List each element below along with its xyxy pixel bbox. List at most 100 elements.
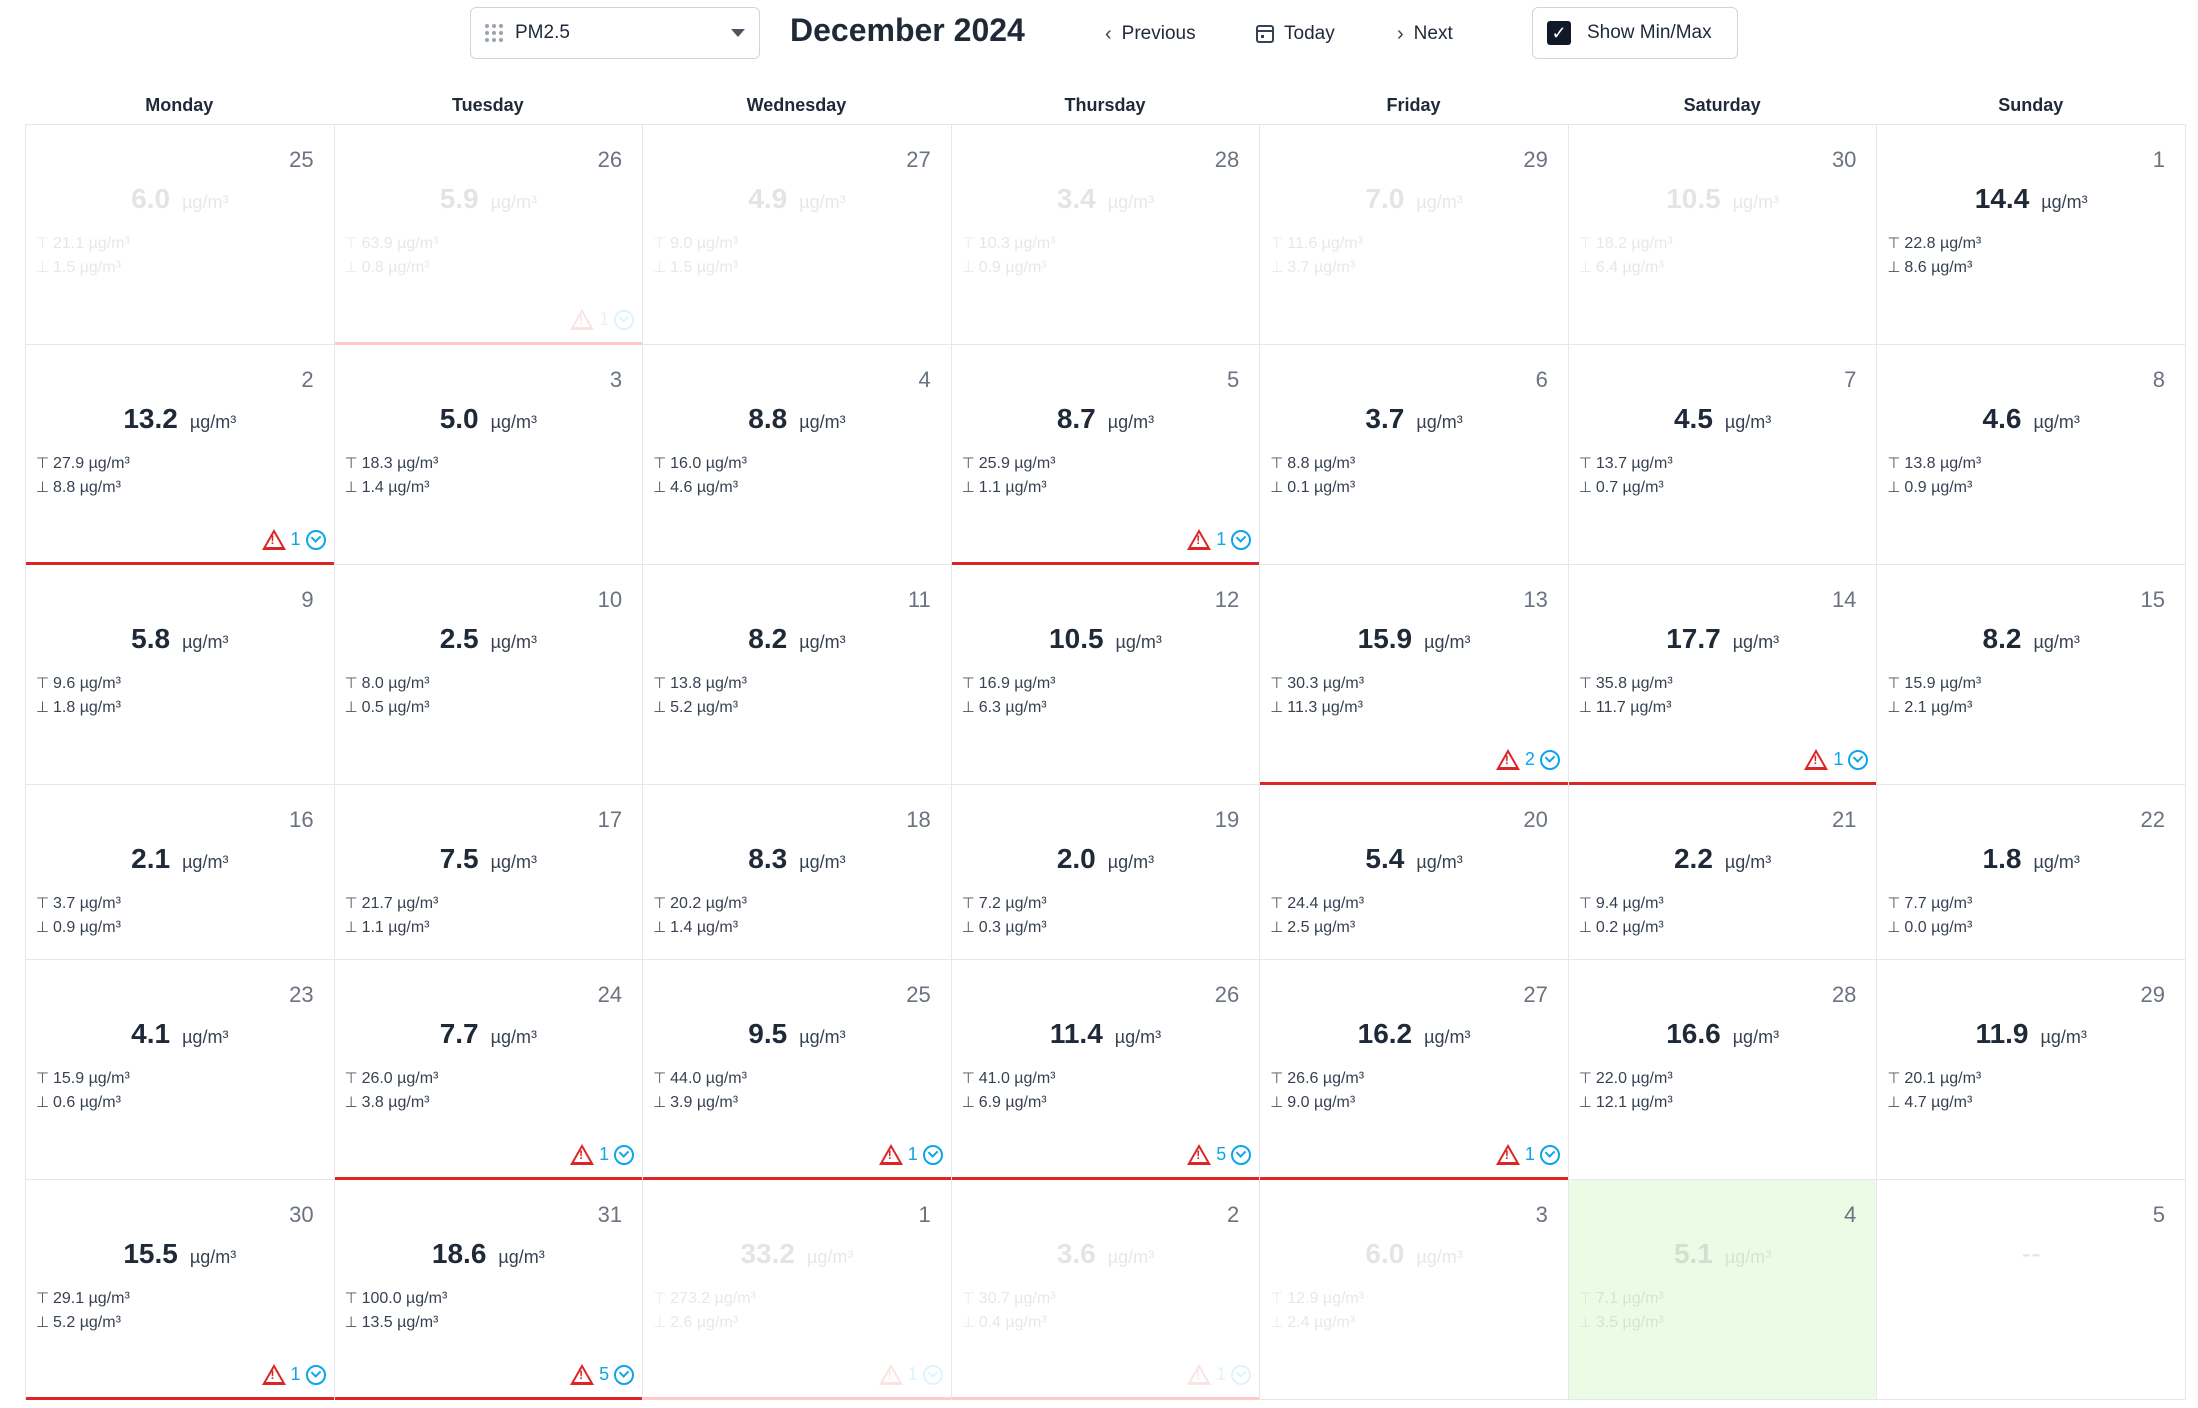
arrow-down-to-line-icon: ⊥ (36, 1314, 50, 1331)
alert-indicator[interactable]: 2 (1495, 749, 1560, 770)
day-cell[interactable]: 17.7µg/m³⊤35.8 µg/m³⊥11.7 µg/m³114 (1568, 565, 1878, 785)
arrow-down-to-line-icon: ⊥ (1578, 919, 1592, 936)
daily-average: 2.0 µg/m³ (952, 843, 1260, 875)
day-cell[interactable]: -- 5 (1877, 1180, 2186, 1400)
average-unit: µg/m³ (799, 1027, 846, 1047)
min-value: 3.8 µg/m³ (361, 1094, 430, 1111)
alert-indicator[interactable]: 5 (570, 1364, 635, 1385)
min-reading: ⊥ 6.3 µg/m³ (962, 698, 1047, 717)
day-cell[interactable]: 4.1 µg/m³ ⊤ 15.9 µg/m³ ⊥ 0.6 µg/m³ 23 (26, 960, 335, 1180)
day-cell[interactable]: 18.6µg/m³⊤100.0 µg/m³⊥13.5 µg/m³531 (334, 1180, 644, 1400)
alert-indicator[interactable]: 1 (261, 529, 326, 550)
max-value: 16.0 µg/m³ (670, 455, 747, 472)
day-number: 3 (1535, 1202, 1548, 1227)
day-cell[interactable]: 2.5 µg/m³ ⊤ 8.0 µg/m³ ⊥ 0.5 µg/m³ 10 (334, 565, 644, 785)
day-cell[interactable]: 5.0 µg/m³ ⊤ 18.3 µg/m³ ⊥ 1.4 µg/m³ 3 (334, 345, 644, 565)
day-number: 16 (289, 807, 314, 832)
today-button[interactable]: Today (1256, 14, 1335, 54)
day-cell[interactable]: 2.1 µg/m³ ⊤ 3.7 µg/m³ ⊥ 0.9 µg/m³ 16 (26, 785, 335, 960)
alert-indicator[interactable]: 1 (570, 1144, 635, 1165)
day-cell[interactable]: 14.4 µg/m³ ⊤ 22.8 µg/m³ ⊥ 8.6 µg/m³ 1 (1877, 125, 2186, 345)
next-button[interactable]: › Next (1397, 14, 1453, 54)
day-cell[interactable]: 4.5 µg/m³ ⊤ 13.7 µg/m³ ⊥ 0.7 µg/m³ 7 (1568, 345, 1878, 565)
next-label: Next (1413, 23, 1453, 44)
day-cell[interactable]: 8.2 µg/m³ ⊤ 15.9 µg/m³ ⊥ 2.1 µg/m³ 15 (1877, 565, 2186, 785)
daily-average: 8.2 µg/m³ (1877, 623, 2185, 655)
min-reading: ⊥ 1.4 µg/m³ (653, 918, 738, 937)
arrow-down-to-line-icon: ⊥ (653, 699, 667, 716)
day-cell[interactable]: 9.5µg/m³⊤44.0 µg/m³⊥3.9 µg/m³125 (643, 960, 952, 1180)
day-cell[interactable]: 2.0 µg/m³ ⊤ 7.2 µg/m³ ⊥ 0.3 µg/m³ 19 (951, 785, 1261, 960)
max-reading: ⊤ 22.0 µg/m³ (1579, 1069, 1673, 1088)
max-reading: ⊤ 13.8 µg/m³ (653, 674, 747, 693)
daily-average: 10.5 µg/m³ (1569, 183, 1877, 215)
day-cell[interactable]: 8.3 µg/m³ ⊤ 20.2 µg/m³ ⊥ 1.4 µg/m³ 18 (643, 785, 952, 960)
day-cell[interactable]: 10.5 µg/m³ ⊤ 18.2 µg/m³ ⊥ 6.4 µg/m³ 30 (1568, 125, 1878, 345)
day-cell[interactable]: 8.8 µg/m³ ⊤ 16.0 µg/m³ ⊥ 4.6 µg/m³ 4 (643, 345, 952, 565)
alert-indicator[interactable]: 1 (1187, 1364, 1252, 1385)
show-minmax-toggle[interactable]: ✓ Show Min/Max (1532, 7, 1738, 59)
checkbox-checked-icon[interactable]: ✓ (1547, 21, 1571, 45)
max-reading: ⊤ 8.0 µg/m³ (345, 674, 430, 693)
max-value: 9.4 µg/m³ (1595, 895, 1664, 912)
alert-indicator[interactable]: 1 (878, 1144, 943, 1165)
day-cell[interactable]: 5.1 µg/m³ ⊤ 7.1 µg/m³ ⊥ 3.5 µg/m³ 4 (1568, 1180, 1878, 1400)
day-cell[interactable]: 4.6 µg/m³ ⊤ 13.8 µg/m³ ⊥ 0.9 µg/m³ 8 (1877, 345, 2186, 565)
day-cell[interactable]: 6.0 µg/m³ ⊤ 12.9 µg/m³ ⊥ 2.4 µg/m³ 3 (1260, 1180, 1569, 1400)
alert-indicator[interactable]: 1 (1187, 529, 1252, 550)
day-cell[interactable]: 3.7 µg/m³ ⊤ 8.8 µg/m³ ⊥ 0.1 µg/m³ 6 (1260, 345, 1569, 565)
arrow-up-to-line-icon: ⊤ (1270, 1070, 1284, 1087)
daily-average: 8.2 µg/m³ (643, 623, 951, 655)
alarm-clock-icon (614, 1144, 635, 1165)
min-reading: ⊥ 8.6 µg/m³ (1887, 258, 1972, 277)
alert-indicator[interactable]: 5 (1187, 1144, 1252, 1165)
day-cell[interactable]: 11.9 µg/m³ ⊤ 20.1 µg/m³ ⊥ 4.7 µg/m³ 29 (1877, 960, 2186, 1180)
arrow-up-to-line-icon: ⊤ (344, 1070, 358, 1087)
day-cell[interactable]: 5.4 µg/m³ ⊤ 24.4 µg/m³ ⊥ 2.5 µg/m³ 20 (1260, 785, 1569, 960)
day-cell[interactable]: 10.5 µg/m³ ⊤ 16.9 µg/m³ ⊥ 6.3 µg/m³ 12 (951, 565, 1261, 785)
previous-button[interactable]: ‹ Previous (1105, 14, 1196, 54)
max-value: 9.6 µg/m³ (53, 675, 121, 692)
max-value: 25.9 µg/m³ (978, 455, 1056, 472)
alert-indicator[interactable]: 1 (1495, 1144, 1560, 1165)
day-cell[interactable]: 5.9µg/m³⊤63.9 µg/m³⊥0.8 µg/m³126 (334, 125, 644, 345)
day-cell[interactable]: 6.0 µg/m³ ⊤ 21.1 µg/m³ ⊥ 1.5 µg/m³ 25 (26, 125, 335, 345)
arrow-up-to-line-icon: ⊤ (36, 235, 50, 252)
min-reading: ⊥ 3.9 µg/m³ (653, 1093, 738, 1112)
day-cell[interactable]: 3.4 µg/m³ ⊤ 10.3 µg/m³ ⊥ 0.9 µg/m³ 28 (951, 125, 1261, 345)
arrow-up-to-line-icon: ⊤ (1887, 235, 1901, 252)
arrow-down-to-line-icon: ⊥ (1578, 699, 1592, 716)
alert-indicator[interactable]: 1 (261, 1364, 326, 1385)
pollutant-select[interactable]: PM2.5 (470, 7, 760, 59)
day-cell[interactable]: 4.9 µg/m³ ⊤ 9.0 µg/m³ ⊥ 1.5 µg/m³ 27 (643, 125, 952, 345)
arrow-up-to-line-icon: ⊤ (653, 455, 667, 472)
day-cell[interactable]: 15.5µg/m³⊤29.1 µg/m³⊥5.2 µg/m³130 (26, 1180, 335, 1400)
day-cell[interactable]: 16.2µg/m³⊤26.6 µg/m³⊥9.0 µg/m³127 (1260, 960, 1569, 1180)
alert-indicator[interactable]: 1 (1804, 749, 1869, 770)
day-cell[interactable]: 2.2 µg/m³ ⊤ 9.4 µg/m³ ⊥ 0.2 µg/m³ 21 (1568, 785, 1878, 960)
min-value: 0.2 µg/m³ (1595, 919, 1664, 936)
min-value: 8.6 µg/m³ (1904, 259, 1973, 276)
day-cell[interactable]: 7.7µg/m³⊤26.0 µg/m³⊥3.8 µg/m³124 (334, 960, 644, 1180)
alert-indicator[interactable]: 1 (878, 1364, 943, 1385)
day-cell[interactable]: 11.4µg/m³⊤41.0 µg/m³⊥6.9 µg/m³526 (951, 960, 1261, 1180)
day-cell[interactable]: 8.2 µg/m³ ⊤ 13.8 µg/m³ ⊥ 5.2 µg/m³ 11 (643, 565, 952, 785)
day-cell[interactable]: 7.0 µg/m³ ⊤ 11.6 µg/m³ ⊥ 3.7 µg/m³ 29 (1260, 125, 1569, 345)
day-cell[interactable]: 7.5 µg/m³ ⊤ 21.7 µg/m³ ⊥ 1.1 µg/m³ 17 (334, 785, 644, 960)
average-value: 16.2 (1357, 1018, 1413, 1049)
day-cell[interactable]: 15.9µg/m³⊤30.3 µg/m³⊥11.3 µg/m³213 (1260, 565, 1569, 785)
day-cell[interactable]: 16.6 µg/m³ ⊤ 22.0 µg/m³ ⊥ 12.1 µg/m³ 28 (1568, 960, 1878, 1180)
day-number: 22 (2140, 807, 2165, 832)
alert-indicator[interactable]: 1 (570, 309, 635, 330)
max-reading: ⊤ 30.7 µg/m³ (962, 1289, 1056, 1308)
day-cell[interactable]: 5.8 µg/m³ ⊤ 9.6 µg/m³ ⊥ 1.8 µg/m³ 9 (26, 565, 335, 785)
min-value: 3.9 µg/m³ (670, 1094, 739, 1111)
max-value: 7.2 µg/m³ (978, 895, 1047, 912)
day-cell[interactable]: 1.8 µg/m³ ⊤ 7.7 µg/m³ ⊥ 0.0 µg/m³ 22 (1877, 785, 2186, 960)
day-number: 5 (2152, 1202, 2165, 1227)
arrow-down-to-line-icon: ⊥ (653, 259, 667, 276)
